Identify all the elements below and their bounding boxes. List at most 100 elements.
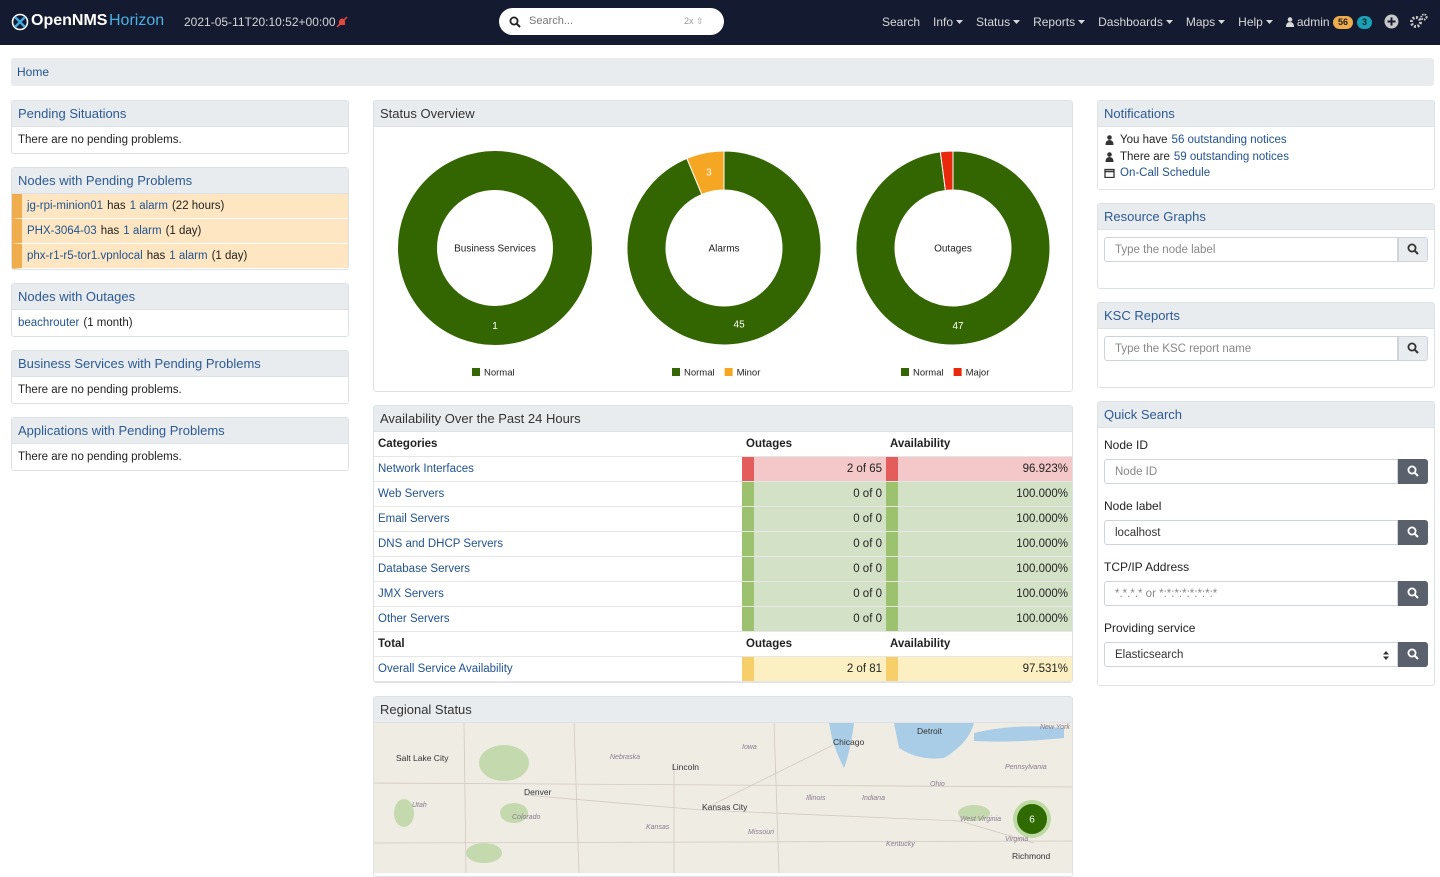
- category-link[interactable]: DNS and DHCP Servers: [374, 531, 742, 557]
- node-link[interactable]: jg-rpi-minion01: [27, 200, 104, 212]
- notification-link[interactable]: 56 outstanding notices: [1171, 134, 1287, 146]
- terrain: [394, 799, 414, 827]
- status-strip: [742, 606, 754, 632]
- menu-label: Status: [976, 15, 1011, 29]
- text-input[interactable]: Type the node label: [1104, 236, 1399, 262]
- search-icon: [1407, 465, 1419, 477]
- node-link[interactable]: PHX-3064-03: [27, 225, 97, 237]
- panel-title: Nodes with Pending Problems: [12, 168, 348, 194]
- menu-item[interactable]: Status: [976, 15, 1021, 29]
- category-link[interactable]: Overall Service Availability: [374, 656, 742, 682]
- map-border: [463, 722, 467, 874]
- menu-item[interactable]: Maps: [1186, 15, 1226, 29]
- terrain: [500, 803, 528, 823]
- status-strip: [886, 531, 898, 557]
- availability-table: Categories Outages Availability Network Int…: [374, 432, 1072, 682]
- alarm-link[interactable]: 1 alarm: [123, 225, 162, 237]
- notice-off-icon: [336, 16, 348, 28]
- category-link[interactable]: Email Servers: [374, 506, 742, 532]
- middle-column: Status Overview 1 Business Services Normal 4…: [373, 100, 1073, 877]
- search-icon: [1407, 648, 1419, 660]
- user-icon-body: [1285, 22, 1294, 27]
- table-row: Email Servers 0 of 0 100.000%: [374, 506, 1072, 532]
- header-cell: Availability: [886, 631, 1072, 657]
- notification-link[interactable]: 59 outstanding notices: [1173, 150, 1289, 163]
- icon-head: [1107, 135, 1112, 141]
- legend-label: Normal: [913, 368, 944, 379]
- panel: Nodes with Outages beachrouter (1 month): [11, 283, 349, 337]
- caret-shape: [956, 20, 964, 24]
- search-box[interactable]: Search... 2x ⇧: [499, 8, 724, 35]
- badge[interactable]: 56: [1333, 16, 1354, 29]
- panel-title: Pending Situations: [12, 101, 348, 127]
- text-input[interactable]: Node ID: [1104, 458, 1399, 484]
- state-label: Colorado: [512, 814, 541, 821]
- state-label: Iowa: [742, 744, 757, 751]
- legend-swatch: [724, 368, 733, 376]
- alarm-link[interactable]: 1 alarm: [169, 250, 208, 262]
- text-input[interactable]: Type the KSC report name: [1104, 335, 1399, 361]
- search-button[interactable]: [1398, 335, 1428, 361]
- timestamp: 2021-05-11T20:10:52+00:00: [184, 15, 336, 29]
- header-cell: Outages: [742, 432, 886, 457]
- table-row: JMX Servers 0 of 0 100.000%: [374, 581, 1072, 607]
- category-link[interactable]: Database Servers: [374, 556, 742, 582]
- user-icon: [1285, 17, 1294, 27]
- node-text: has: [107, 200, 126, 212]
- panel-title: Availability Over the Past 24 Hours: [374, 406, 1072, 432]
- legend-swatch: [901, 368, 909, 376]
- caret: [1265, 20, 1273, 24]
- lake: [829, 723, 854, 768]
- status-strip: [886, 456, 898, 482]
- category-link[interactable]: Other Servers: [374, 606, 742, 632]
- search-button[interactable]: [1398, 458, 1428, 484]
- node-link[interactable]: beachrouter: [18, 317, 80, 329]
- add-icon[interactable]: [1384, 14, 1399, 29]
- menu-item[interactable]: Search: [882, 15, 920, 29]
- badge[interactable]: 3: [1357, 16, 1373, 29]
- notification-link[interactable]: On-Call Schedule: [1120, 167, 1211, 179]
- availability-cell: 100.000%: [898, 531, 1072, 557]
- donut-slice: [686, 150, 725, 196]
- search-icon-lens: [509, 16, 519, 26]
- terrain: [958, 805, 990, 821]
- menu-item[interactable]: Info: [933, 15, 964, 29]
- menu-item[interactable]: Dashboards: [1098, 15, 1173, 29]
- menu-item[interactable]: Reports: [1033, 15, 1086, 29]
- table-row: Network Interfaces 2 of 65 96.923%: [374, 456, 1072, 482]
- text-input[interactable]: Elasticsearch: [1104, 641, 1399, 667]
- settings-icon[interactable]: [1410, 13, 1428, 29]
- menu-item[interactable]: admin: [1285, 15, 1340, 29]
- search-button[interactable]: [1398, 580, 1428, 606]
- panel: Business Services with Pending Problems T…: [11, 350, 349, 404]
- panel: Status Overview 1 Business Services Normal 4…: [373, 100, 1073, 392]
- category-link[interactable]: Web Servers: [374, 481, 742, 507]
- state-label: New York: [1040, 724, 1070, 731]
- status-charts: 1 Business Services Normal 45 3 Alarms Normal M…: [398, 150, 1051, 379]
- availability-cell: 100.000%: [898, 581, 1072, 607]
- breadcrumb: Home: [11, 58, 1434, 86]
- cluster-marker[interactable]: [1017, 804, 1047, 834]
- breadcrumb-home[interactable]: Home: [17, 65, 50, 79]
- category-link[interactable]: JMX Servers: [374, 581, 742, 607]
- panel-body: There are no pending problems.: [12, 444, 348, 470]
- text-input[interactable]: *.*.*.* or *:*:*:*:*:*:*:*: [1104, 580, 1399, 606]
- state-label: Illinois: [806, 795, 826, 802]
- state-label: Nebraska: [610, 754, 640, 761]
- text-input[interactable]: localhost: [1104, 519, 1399, 545]
- node-link[interactable]: phx-r1-r5-tor1.vpnlocal: [27, 250, 143, 262]
- search-button[interactable]: [1398, 519, 1428, 545]
- search-icon-handle: [1414, 593, 1419, 599]
- node-text: has: [100, 225, 120, 237]
- menu-item[interactable]: Help: [1238, 15, 1273, 29]
- left-column: Pending Situations There are no pending p…: [11, 100, 349, 484]
- category-link[interactable]: Network Interfaces: [374, 456, 742, 482]
- panel: Nodes with Pending Problems jg-rpi-minion…: [11, 167, 349, 270]
- state-label: Kansas: [646, 824, 670, 831]
- panel-message: There are no pending problems.: [18, 134, 182, 146]
- search-button[interactable]: [1398, 641, 1428, 667]
- alarm-link[interactable]: 1 alarm: [129, 200, 168, 212]
- search-icon-lens: [1407, 243, 1417, 253]
- search-icon-handle: [1414, 654, 1419, 660]
- search-button[interactable]: [1398, 236, 1428, 262]
